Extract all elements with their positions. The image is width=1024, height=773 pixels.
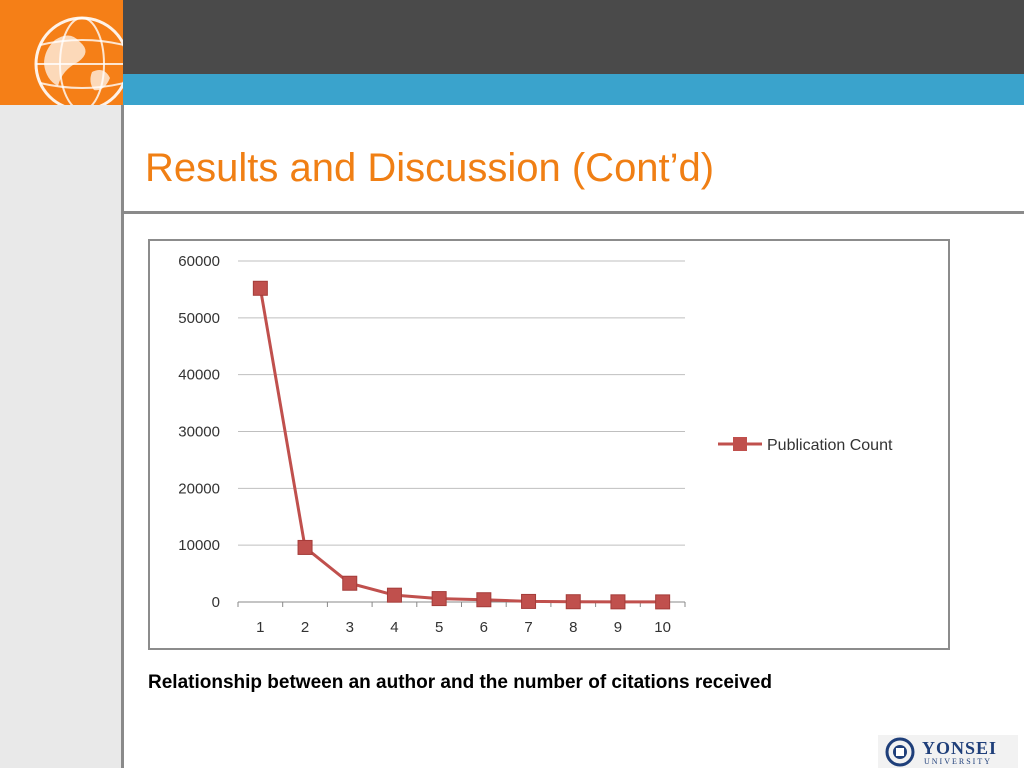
y-tick-label: 50000 — [178, 310, 220, 327]
data-point — [565, 594, 581, 610]
legend-label: Publication Count — [767, 437, 893, 454]
data-point — [610, 594, 626, 610]
y-tick-label: 30000 — [178, 424, 220, 441]
header-blue-bar — [123, 74, 1024, 105]
slide-title: Results and Discussion (Cont’d) — [145, 146, 715, 190]
x-tick-label: 9 — [614, 619, 622, 636]
y-tick-label: 0 — [212, 594, 220, 611]
x-tick-label: 7 — [524, 619, 532, 636]
data-point — [342, 575, 358, 591]
y-tick-label: 60000 — [178, 253, 220, 270]
yonsei-logo: YONSEI UNIVERSITY — [878, 735, 1018, 768]
x-tick-label: 10 — [654, 619, 671, 636]
y-tick-label: 10000 — [178, 537, 220, 554]
line-chart: 0 10000 20000 30000 40000 50000 60000 1 2 3 4 5 6 7 8 9… — [178, 253, 893, 636]
x-tick-label: 5 — [435, 619, 443, 636]
x-tick-label: 6 — [480, 619, 488, 636]
left-divider — [121, 105, 124, 768]
left-panel — [0, 105, 121, 768]
yonsei-seal-icon — [878, 735, 1018, 768]
y-tick-label: 20000 — [178, 480, 220, 497]
data-point — [431, 591, 447, 607]
y-tick-label: 40000 — [178, 367, 220, 384]
logo-block — [0, 0, 123, 105]
logo-name: YONSEI — [922, 738, 998, 758]
data-point — [297, 539, 313, 555]
legend-marker — [733, 437, 747, 451]
figure-caption: Relationship between an author and the n… — [148, 672, 772, 693]
logo-subtitle: UNIVERSITY — [924, 757, 992, 766]
header-dark-bar — [123, 0, 1024, 74]
data-point — [521, 593, 537, 609]
data-point — [476, 592, 492, 608]
x-tick-label: 1 — [256, 619, 264, 636]
x-tick-label: 2 — [301, 619, 309, 636]
data-point — [252, 280, 268, 296]
data-point — [655, 594, 671, 610]
x-tick-label: 3 — [346, 619, 354, 636]
x-tick-label: 8 — [569, 619, 577, 636]
series-line — [258, 288, 663, 604]
globe-icon — [34, 16, 123, 105]
data-point — [386, 587, 402, 603]
x-tick-label: 4 — [390, 619, 398, 636]
chart-frame: 0 10000 20000 30000 40000 50000 60000 1 2 3 4 5 6 7 8 9… — [148, 239, 950, 650]
title-divider — [124, 211, 1024, 214]
